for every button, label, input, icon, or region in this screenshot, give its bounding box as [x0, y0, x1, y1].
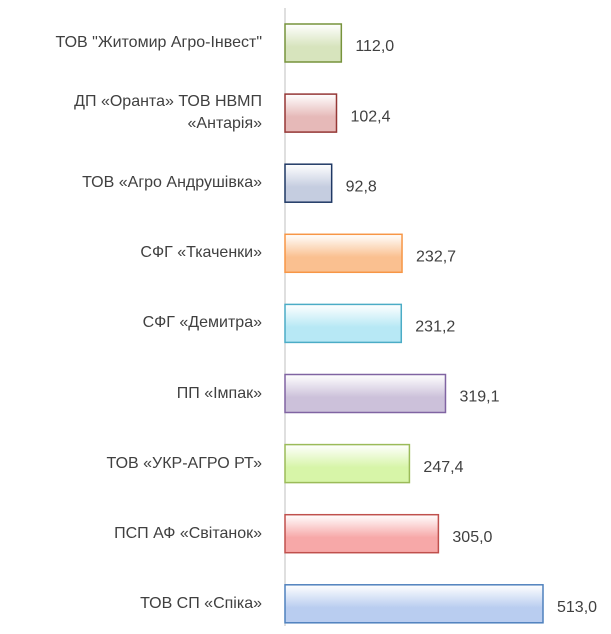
bar	[284, 93, 338, 133]
category-label: ПП «Імпак»	[176, 384, 262, 402]
value-label: 247,4	[423, 459, 463, 476]
value-label: 112,0	[355, 38, 394, 55]
bar	[284, 23, 343, 63]
category-label: ТОВ "Житомир Агро-Інвест"	[55, 34, 262, 51]
bar	[284, 163, 333, 203]
bar	[284, 373, 447, 414]
value-label: 513,0	[557, 599, 597, 616]
value-label: 305,0	[452, 529, 492, 546]
category-label: СФГ «Демитра»	[142, 314, 262, 332]
category-label: ТОВ «УКР-АГРО РТ»	[106, 454, 262, 472]
bar	[284, 584, 544, 624]
bar	[284, 303, 403, 344]
category-label: СФГ «Ткаченки»	[140, 244, 262, 262]
category-label: ТОВ СП «Спіка»	[140, 594, 262, 612]
value-label: 232,7	[416, 249, 456, 266]
category-label: ПСП АФ «Світанок»	[114, 524, 262, 542]
bar	[284, 443, 411, 484]
bar	[284, 513, 440, 554]
bar	[284, 233, 403, 274]
category-label: ДП «Оранта» ТОВ НВМП «Антарія»	[74, 93, 262, 133]
value-label: 92,8	[346, 178, 377, 195]
value-label: 319,1	[459, 389, 499, 406]
category-label: ТОВ «Агро Андрушівка»	[82, 174, 262, 192]
value-label: 102,4	[350, 108, 390, 125]
value-label: 231,2	[415, 319, 455, 336]
